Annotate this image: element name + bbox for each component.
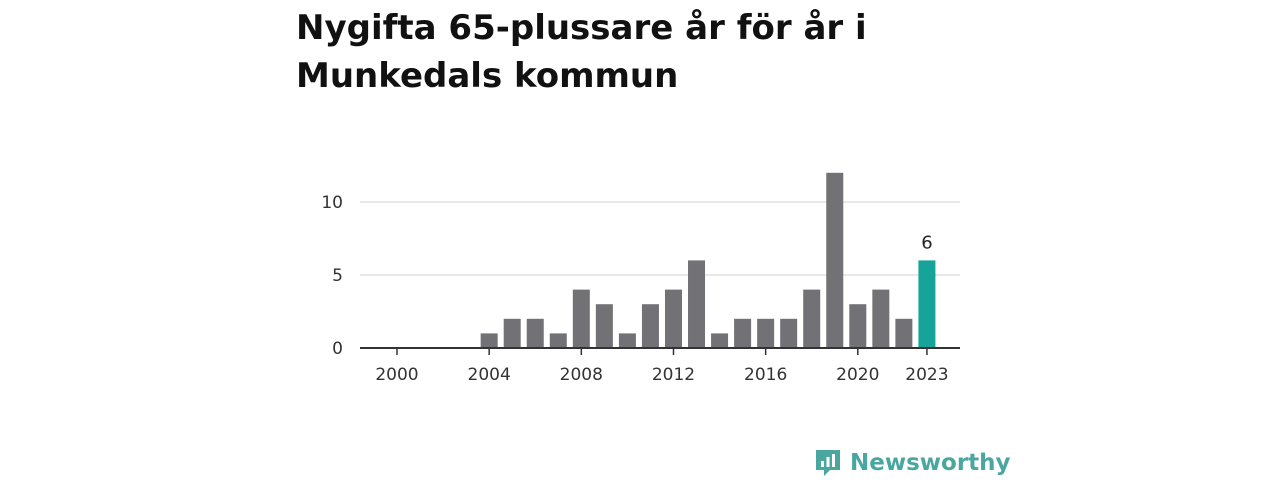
- bar: [549, 333, 567, 348]
- x-tick-label: 2012: [652, 365, 695, 385]
- x-tick-label: 2008: [560, 365, 603, 385]
- bar: [618, 333, 636, 348]
- y-tick-label: 10: [321, 193, 343, 213]
- bar: [803, 289, 821, 348]
- bar: [688, 260, 706, 348]
- x-tick-label: 2000: [375, 365, 418, 385]
- data-label: 6: [921, 232, 932, 253]
- bar: [757, 318, 775, 348]
- y-tick-label: 0: [332, 339, 343, 359]
- newsworthy-logo-icon: [816, 450, 840, 476]
- bar: [711, 333, 729, 348]
- brand-logo: Newsworthy: [814, 446, 1011, 480]
- brand-name: Newsworthy: [850, 450, 1011, 476]
- bar: [895, 318, 913, 348]
- bar: [526, 318, 544, 348]
- bar: [572, 289, 590, 348]
- bar: [595, 304, 613, 348]
- bar: [734, 318, 752, 348]
- bar: [641, 304, 659, 348]
- x-tick-label: 2023: [905, 365, 948, 385]
- bars: [480, 172, 936, 348]
- x-tick-label: 2004: [468, 365, 511, 385]
- x-tick-label: 2016: [744, 365, 787, 385]
- bar: [872, 289, 890, 348]
- labels: 0 5 10 6 2000 2004 2008 2012 2016 2020 2023: [321, 193, 948, 385]
- bar: [480, 333, 498, 348]
- bar: [780, 318, 798, 348]
- grid-lines: [360, 201, 960, 276]
- bar: [503, 318, 521, 348]
- bar: [826, 172, 844, 348]
- y-tick-label: 5: [332, 266, 343, 286]
- axes: [360, 347, 960, 355]
- bar: [664, 289, 682, 348]
- bar: [849, 304, 867, 348]
- x-tick-label: 2020: [836, 365, 879, 385]
- chart-title: Nygifta 65-plussare år för år i Munkedal…: [296, 8, 867, 96]
- bar: [918, 260, 936, 348]
